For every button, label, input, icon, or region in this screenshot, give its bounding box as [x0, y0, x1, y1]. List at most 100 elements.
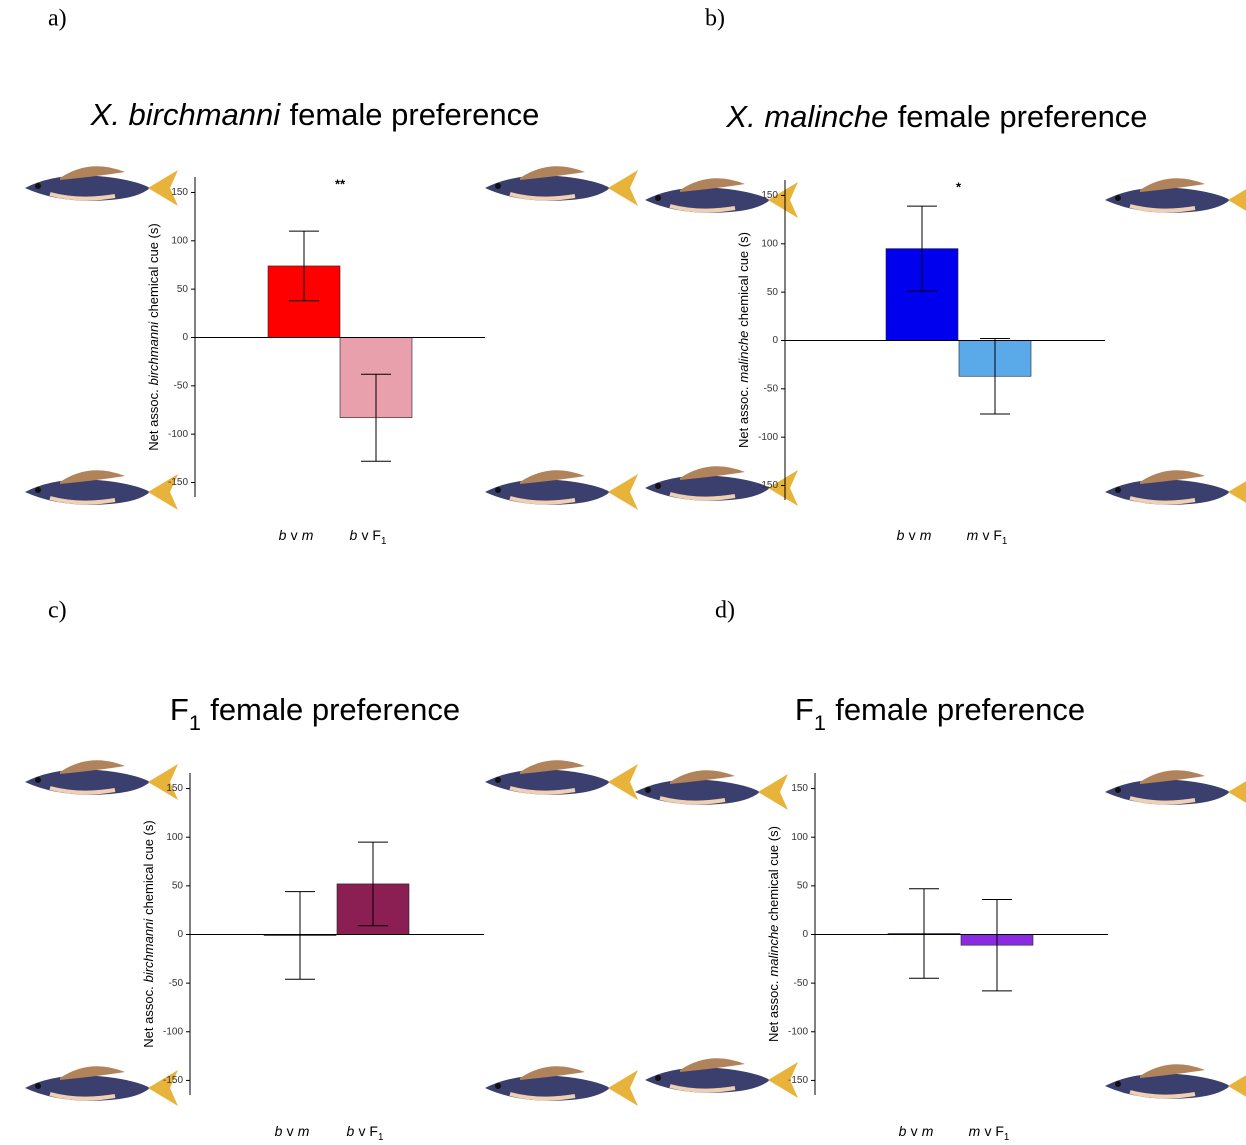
x-tick-label-part: m — [920, 527, 932, 543]
x-tick-label-part: b — [899, 1123, 907, 1139]
y-axis-label: Net assoc. malinche chemical cue (s) — [736, 232, 751, 448]
y-tick-label: 0 — [772, 335, 778, 346]
x-tick-label-part: v — [287, 1123, 294, 1139]
x-tick-label-part: 1 — [1004, 1132, 1009, 1143]
y-tick-label: 0 — [802, 929, 808, 940]
y-tick-label: -50 — [169, 978, 184, 989]
y-tick-label: 0 — [182, 332, 188, 343]
y-axis-label-part: Net assoc. — [766, 981, 781, 1042]
y-tick-label: 100 — [166, 832, 183, 843]
y-axis-label-part: Net assoc. — [141, 986, 156, 1047]
chart-title-part: 1 — [189, 710, 201, 735]
chart-title-part: X. malinche — [725, 99, 888, 134]
y-axis-label-part: chemical cue (s) — [146, 223, 161, 318]
y-tick-label: 50 — [172, 880, 184, 891]
y-tick-label: 150 — [761, 190, 778, 201]
y-tick-label: 150 — [166, 783, 183, 794]
y-tick-label: -150 — [163, 1075, 183, 1086]
y-tick-label: -100 — [168, 429, 188, 440]
panel-label: d) — [715, 598, 735, 624]
x-tick-label-part: v — [909, 527, 916, 543]
x-tick-label-part: v F — [362, 527, 381, 543]
y-axis-label-part: Net assoc. — [146, 389, 161, 450]
chart-title: F1 female preference — [795, 692, 1085, 735]
y-tick-label: -100 — [163, 1026, 183, 1037]
x-tick-label-part: b — [279, 527, 287, 543]
x-tick-label-part: 1 — [1002, 536, 1007, 547]
error-bar — [289, 230, 319, 302]
y-axis-label-part: chemical cue (s) — [736, 232, 751, 327]
chart-title-part: F — [795, 692, 814, 727]
y-tick-label: 50 — [797, 880, 809, 891]
x-tick-label-part: m — [922, 1123, 934, 1139]
chart-title-part: X. birchmanni — [90, 97, 282, 132]
x-tick-label-part: 1 — [378, 1132, 383, 1143]
error-bar — [907, 205, 937, 292]
y-tick-label: 50 — [177, 284, 189, 295]
error-bar — [361, 373, 391, 462]
error-bar — [982, 898, 1012, 992]
x-tick-label-part: v — [911, 1123, 918, 1139]
y-tick-label: 0 — [177, 929, 183, 940]
y-axis-label-part: birchmanni — [146, 321, 161, 386]
y-axis-label: Net assoc. birchmanni chemical cue (s) — [146, 223, 161, 450]
x-tick-label-part: m — [298, 1123, 310, 1139]
panel-label: c) — [48, 598, 67, 624]
chart-title-part: female preference — [835, 692, 1085, 727]
y-tick-label: -150 — [758, 480, 778, 491]
y-axis-label: Net assoc. malinche chemical cue (s) — [766, 826, 781, 1042]
fish-images — [23, 164, 1246, 1108]
x-tick-label-part: v — [291, 527, 298, 543]
y-tick-label: -50 — [794, 978, 809, 989]
y-axis-label-part: birchmanni — [141, 918, 156, 983]
error-bar — [358, 841, 388, 927]
y-tick-label: -50 — [764, 383, 779, 394]
chart-title-part: female preference — [210, 692, 460, 727]
error-bar — [909, 888, 939, 979]
x-tick-label-part: b — [275, 1123, 283, 1139]
y-tick-label: -150 — [788, 1075, 808, 1086]
chart-title-part: 1 — [814, 710, 826, 735]
x-tick-label-part: v F — [984, 1123, 1003, 1139]
y-axis-label-part: malinche — [766, 925, 781, 977]
y-tick-label: 100 — [791, 832, 808, 843]
y-tick-label: -100 — [788, 1026, 808, 1037]
error-bar — [980, 338, 1010, 415]
y-tick-label: 100 — [171, 235, 188, 246]
y-axis-label-part: malinche — [736, 331, 751, 383]
x-tick-label-part: m — [969, 1123, 981, 1139]
y-tick-label: -100 — [758, 432, 778, 443]
x-tick-label-part: v F — [982, 527, 1001, 543]
chart-title: X. malinche female preference — [725, 99, 1147, 134]
y-tick-label: -50 — [174, 380, 189, 391]
chart-title: X. birchmanni female preference — [90, 97, 540, 132]
x-tick-label-part: v F — [359, 1123, 378, 1139]
x-tick-label-part: m — [967, 527, 979, 543]
chart-title-part: female preference — [289, 97, 539, 132]
error-bar — [285, 891, 315, 980]
y-tick-label: 100 — [761, 238, 778, 249]
x-tick-label-part: m — [302, 527, 314, 543]
panel-label: a) — [48, 6, 67, 32]
x-tick-label-part: b — [897, 527, 905, 543]
significance: * — [956, 179, 962, 194]
y-tick-label: -150 — [168, 477, 188, 488]
y-axis-label: Net assoc. birchmanni chemical cue (s) — [141, 820, 156, 1047]
x-tick-label-part: b — [350, 527, 358, 543]
y-axis-label-part: chemical cue (s) — [766, 826, 781, 921]
significance: ** — [335, 176, 346, 191]
y-axis-label-part: chemical cue (s) — [141, 820, 156, 915]
x-tick-label-part: 1 — [381, 536, 386, 547]
chart-title-part: F — [170, 692, 189, 727]
chart-title: F1 female preference — [170, 692, 460, 735]
y-axis-label-part: Net assoc. — [736, 387, 751, 448]
